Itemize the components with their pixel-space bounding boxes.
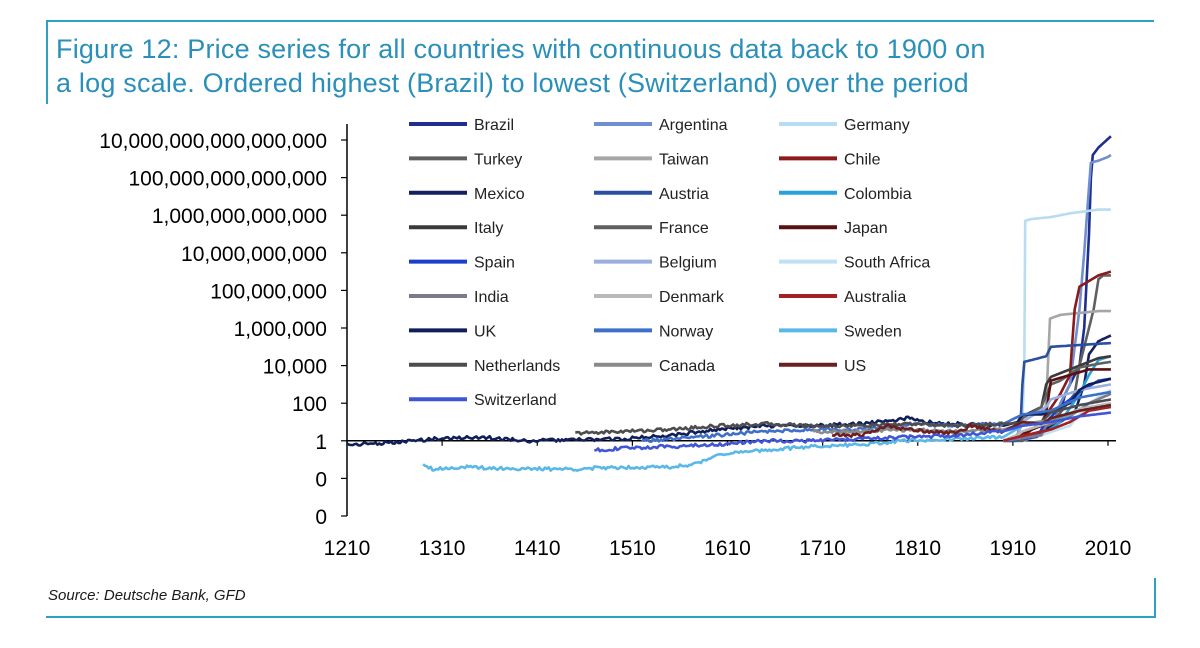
series-line-us [831,403,1112,438]
x-tick-label: 1610 [704,537,751,560]
figure-title-line-1: Figure 12: Price series for all countrie… [56,34,986,64]
series-line-switzerland [594,411,1112,453]
series-line-australia [1003,405,1112,443]
legend-label: Australia [844,289,906,306]
legend-label: Denmark [659,289,725,306]
legend-label: Colombia [844,186,912,203]
legend-label: South Africa [844,255,930,272]
legend-label: Spain [474,255,515,272]
series-line-sweden [422,403,1112,472]
y-tick-label: 10,000,000,000 [181,243,327,266]
legend-label: Argentina [659,117,728,134]
y-tick-label: 100,000,000,000,000 [128,168,327,191]
x-tick-label: 1810 [894,537,941,560]
x-tick-label: 1910 [990,537,1037,560]
source-note: Source: Deutsche Bank, GFD [48,587,246,604]
legend-label: Brazil [474,117,514,134]
y-tick-label: 100 [292,393,327,416]
legend-label: Italy [474,220,503,237]
x-tick-label: 1410 [514,537,561,560]
x-tick-label: 1210 [324,537,371,560]
legend-label: India [474,289,509,306]
chart-axes: 0 0 1 100 10,000 1,000,000 100,000,000 10,000,0… [99,124,1131,560]
legend-label: Chile [844,151,881,168]
legend-label: Norway [659,323,713,340]
legend-label: Switzerland [474,392,557,409]
chart-series-lines [346,135,1112,472]
legend-label: France [659,220,709,237]
frame-bottom-border [46,616,1156,618]
frame-right-border [1154,578,1156,618]
y-tick-label: 0 [315,506,327,529]
legend-label: Sweden [844,323,902,340]
legend-label: Netherlands [474,358,560,375]
figure-title-line-2: a log scale. Ordered highest (Brazil) to… [56,68,969,98]
frame-left-border [46,20,48,104]
x-tick-label: 1310 [419,537,466,560]
legend-label: Japan [844,220,888,237]
chart-legend: Brazil Argentina Germany Turkey Taiwan Chile M… [409,117,930,409]
legend-label: Germany [844,117,910,134]
y-tick-label: 1 [315,431,327,454]
y-tick-label: 1,000,000,000,000 [152,205,327,228]
legend-label: Taiwan [659,151,709,168]
legend-label: UK [474,323,497,340]
legend-label: US [844,358,866,375]
x-tick-label: 1510 [609,537,656,560]
legend-label: Turkey [474,151,522,168]
y-tick-label: 100,000,000 [210,280,327,303]
legend-label: Mexico [474,186,525,203]
y-tick-label: 10,000,000,000,000,000 [99,130,327,153]
legend-label: Canada [659,358,715,375]
x-tick-label: 1710 [799,537,846,560]
series-line-turkey [1003,274,1111,443]
legend-label: Belgium [659,255,717,272]
legend-label: Austria [659,186,709,203]
figure-title: Figure 12: Price series for all countrie… [56,32,1146,100]
x-tick-label: 2010 [1085,537,1132,560]
y-tick-label: 0 [315,468,327,491]
y-tick-label: 1,000,000 [234,318,327,341]
frame-top-border [46,20,1154,22]
series-line-norway [641,390,1112,443]
y-tick-label: 10,000 [263,356,327,379]
